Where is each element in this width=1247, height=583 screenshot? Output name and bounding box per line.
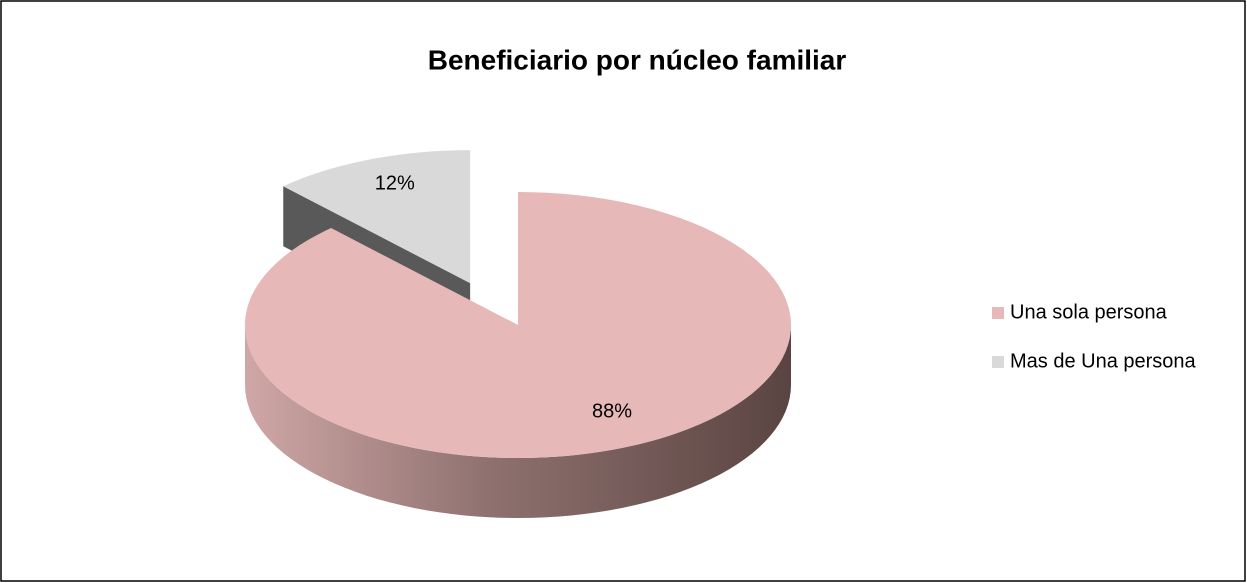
slice-side: [245, 325, 791, 518]
legend-label: Una sola persona: [1010, 301, 1168, 323]
data-label: 12%: [375, 173, 415, 195]
legend-swatch: [992, 307, 1004, 319]
slice: [283, 150, 471, 284]
legend-swatch: [992, 356, 1004, 368]
slice: [245, 192, 792, 458]
data-label: 88%: [592, 400, 632, 422]
chart-title: Beneficiario por núcleo familiar: [428, 44, 847, 75]
legend-label: Mas de Una persona: [1010, 350, 1197, 372]
